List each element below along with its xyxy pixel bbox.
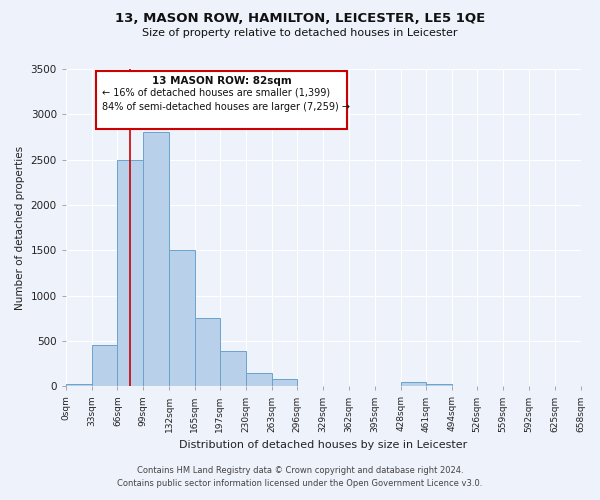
Bar [118, 160, 143, 386]
FancyBboxPatch shape [95, 71, 347, 129]
Bar [169, 250, 195, 386]
Bar [246, 373, 272, 386]
Bar [66, 384, 92, 386]
Y-axis label: Number of detached properties: Number of detached properties [15, 146, 25, 310]
Text: Size of property relative to detached houses in Leicester: Size of property relative to detached ho… [142, 28, 458, 38]
Bar [272, 380, 298, 386]
X-axis label: Distribution of detached houses by size in Leicester: Distribution of detached houses by size … [179, 440, 467, 450]
Text: ← 16% of detached houses are smaller (1,399): ← 16% of detached houses are smaller (1,… [102, 88, 330, 98]
Bar [195, 318, 220, 386]
Text: 13 MASON ROW: 82sqm: 13 MASON ROW: 82sqm [152, 76, 292, 86]
Bar [401, 382, 427, 386]
Bar [427, 384, 452, 386]
Bar [92, 344, 118, 387]
Text: 84% of semi-detached houses are larger (7,259) →: 84% of semi-detached houses are larger (… [102, 102, 350, 112]
Bar [220, 351, 246, 386]
Bar [143, 132, 169, 386]
Text: 13, MASON ROW, HAMILTON, LEICESTER, LE5 1QE: 13, MASON ROW, HAMILTON, LEICESTER, LE5 … [115, 12, 485, 26]
Text: Contains HM Land Registry data © Crown copyright and database right 2024.
Contai: Contains HM Land Registry data © Crown c… [118, 466, 482, 487]
